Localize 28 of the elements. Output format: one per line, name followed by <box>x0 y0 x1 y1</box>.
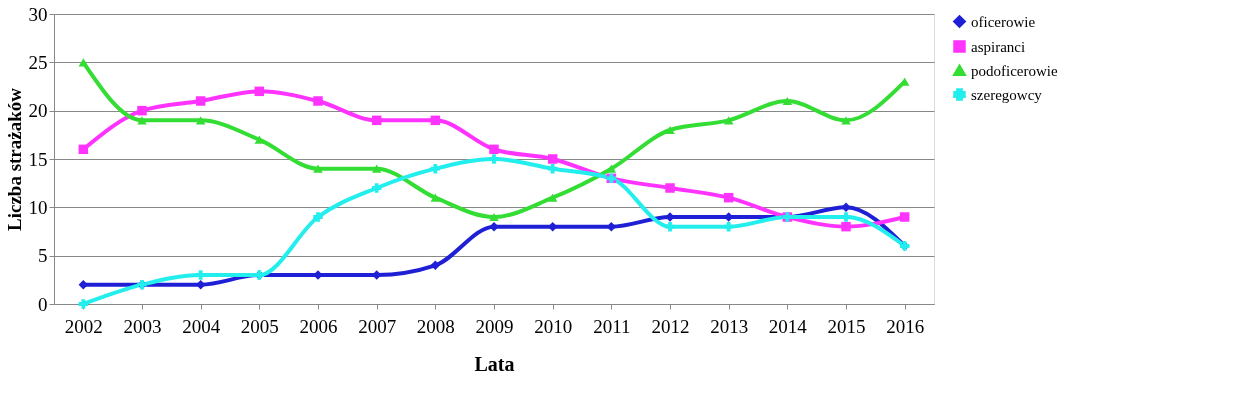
x-tick-label: 2004 <box>182 315 221 337</box>
x-tick-label: 2005 <box>240 315 279 337</box>
y-tick-label: 30 <box>28 3 48 25</box>
x-axis-title: Lata <box>474 352 515 375</box>
x-tick-label: 2014 <box>768 315 808 337</box>
x-tick-label: 2002 <box>64 315 103 337</box>
y-tick-label: 20 <box>28 100 48 122</box>
y-tick-label: 25 <box>28 51 48 73</box>
y-tick-label: 10 <box>28 196 48 218</box>
y-tick-label: 0 <box>38 293 48 315</box>
x-tick-label: 2016 <box>886 315 925 337</box>
x-tick-label: 2003 <box>123 315 162 337</box>
x-tick-label: 2009 <box>475 315 514 337</box>
x-tick-label: 2012 <box>651 315 690 337</box>
legend-label: podoficerowie <box>971 62 1058 79</box>
x-tick-label: 2015 <box>827 315 866 337</box>
x-tick-label: 2008 <box>416 315 455 337</box>
legend-label: szeregowcy <box>971 86 1043 103</box>
x-tick-label: 2011 <box>593 315 631 337</box>
x-tick-label: 2013 <box>710 315 749 337</box>
x-tick-label: 2006 <box>299 315 338 337</box>
y-tick-label: 5 <box>38 245 48 267</box>
legend-label: aspiranci <box>971 38 1026 55</box>
x-tick-label: 2010 <box>534 315 573 337</box>
y-axis-title: Liczba strażaków <box>3 87 25 232</box>
legend-label: oficerowie <box>971 13 1036 30</box>
x-tick-label: 2007 <box>358 315 397 337</box>
y-tick-label: 15 <box>28 148 48 170</box>
